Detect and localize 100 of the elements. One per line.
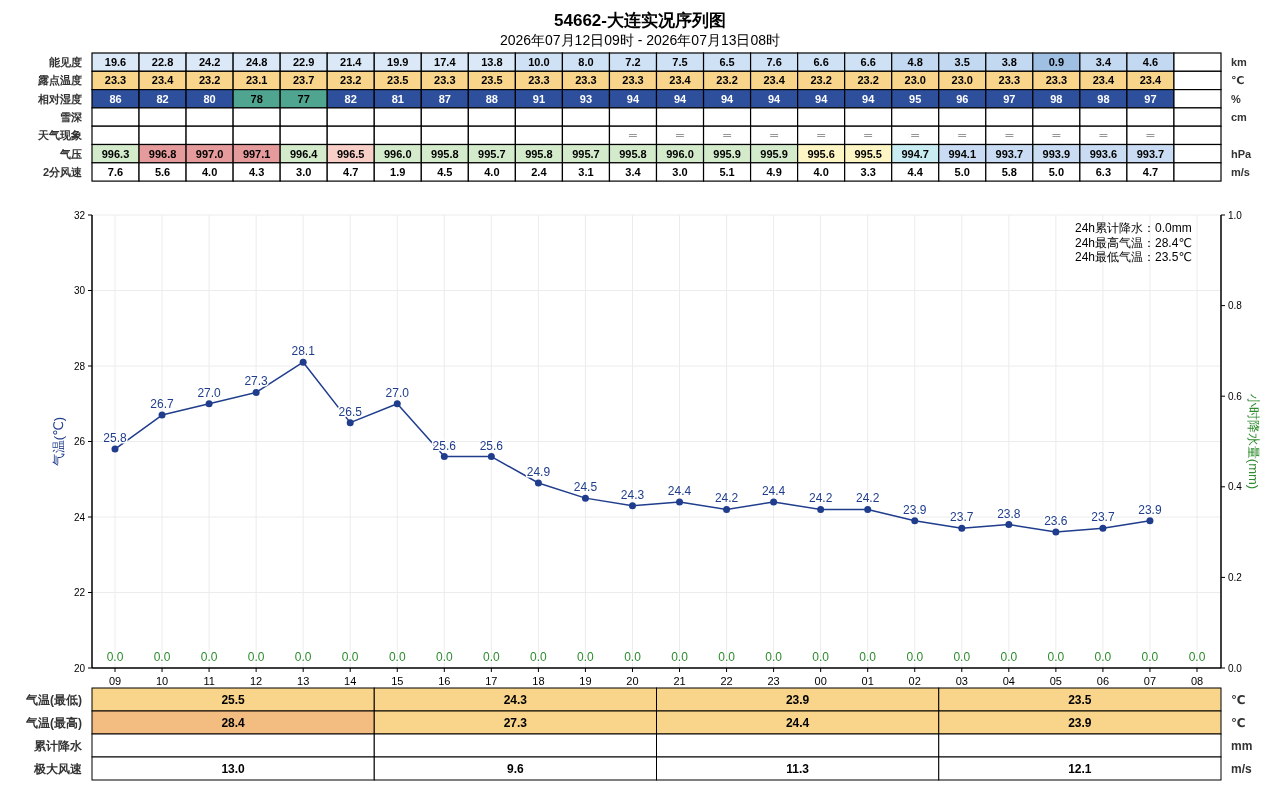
data-label: 11.3: [786, 761, 810, 776]
data-label: 4.0: [813, 165, 829, 178]
data-label: 0.0: [1188, 650, 1206, 664]
data-label: 24.2: [856, 491, 880, 506]
point: [252, 388, 260, 396]
data-label: 6.5: [719, 56, 735, 69]
data-label: 5.0: [954, 165, 970, 178]
point: [1005, 521, 1013, 529]
data-label: 996.0: [384, 147, 412, 160]
x-tick-label: 07: [1143, 675, 1157, 687]
data-label: 23.4: [151, 74, 175, 87]
data-label: 23.7: [950, 510, 974, 525]
point: [581, 494, 589, 502]
data-label: 995.8: [525, 147, 553, 160]
y-tick-label: 24: [73, 511, 86, 523]
data-label: 86: [109, 92, 122, 105]
x-tick-label: 05: [1049, 675, 1062, 687]
data-label: 0.0: [765, 650, 783, 664]
x-tick-label: 21: [673, 675, 686, 687]
data-label: 4.0: [201, 165, 218, 178]
data-label: 995.5: [854, 147, 882, 160]
point: [1146, 517, 1154, 525]
x-tick-label: 11: [203, 675, 215, 687]
y-tick-label: 22: [73, 587, 86, 598]
y-tick-label: 30: [73, 285, 86, 296]
data-label: 13.8: [481, 56, 503, 69]
data-label: 81: [391, 92, 404, 105]
data-label: 23.7: [292, 74, 315, 87]
text: ═: [958, 129, 967, 142]
data-label: 23.0: [904, 74, 926, 87]
data-label: 0.0: [1000, 650, 1018, 664]
data-label: 94: [767, 92, 782, 105]
data-label: 0.0: [153, 650, 171, 664]
point: [205, 400, 213, 408]
data-label: 93: [579, 92, 593, 105]
data-label: 0.0: [530, 650, 548, 664]
point: [723, 505, 731, 513]
data-label: 0.0: [435, 650, 453, 664]
data-label: 23.5: [481, 74, 503, 87]
data-label: 994.7: [901, 147, 929, 160]
data-label: 21.4: [340, 56, 363, 69]
data-label: 24.2: [198, 56, 221, 69]
data-label: 13.0: [221, 761, 246, 776]
data-label: 995.8: [431, 147, 459, 160]
text: ═: [770, 129, 778, 142]
data-label: 4.5: [437, 165, 453, 178]
data-label: 996.3: [101, 147, 130, 160]
data-label: 996.0: [666, 147, 694, 160]
text: ═: [723, 129, 731, 142]
point: [1099, 524, 1107, 532]
y2-tick-label: m/s: [1231, 165, 1250, 178]
y2-axis-title: 小时降水量(mm): [1245, 393, 1261, 490]
x-tick-label: 00: [814, 675, 827, 687]
data-label: 6.6: [860, 56, 876, 69]
data-label: 0.0: [718, 650, 736, 664]
data-label: 94: [720, 92, 735, 105]
data-label: 23.5: [387, 74, 409, 87]
y-tick-label: 32: [73, 209, 86, 221]
annotation: 24h最低气温：23.5℃: [1075, 250, 1192, 264]
y-tick-label: 气温(最低): [25, 692, 82, 707]
x-tick-label: 19: [579, 675, 592, 687]
data-label: 27.0: [197, 385, 222, 400]
y-tick-label: 气温(最高): [25, 715, 82, 730]
data-label: 97: [1144, 92, 1157, 105]
x-tick-label: 01: [861, 675, 874, 687]
data-label: 94: [862, 92, 876, 105]
data-label: 26.7: [150, 397, 175, 412]
y-tick-label: 26: [73, 436, 86, 447]
y2-tick-label: 0.8: [1228, 300, 1243, 312]
data-label: 4.7: [1142, 165, 1159, 178]
x-tick-label: 04: [1002, 675, 1015, 687]
y-tick-label: 极大风速: [33, 761, 83, 776]
data-label: 995.9: [760, 147, 788, 160]
y2-tick-label: km: [1231, 56, 1248, 69]
point: [440, 453, 448, 461]
point: [958, 524, 966, 532]
y-tick-label: 雪深: [60, 111, 83, 124]
data-label: 3.4: [625, 165, 642, 178]
point: [534, 479, 542, 487]
x-tick-label: 13: [297, 675, 310, 687]
x-tick-label: 06: [1096, 675, 1110, 687]
data-label: 94: [626, 92, 640, 105]
data-label: 4.6: [1142, 56, 1159, 69]
y-tick-label: 气压: [59, 147, 82, 160]
data-label: 0.0: [953, 650, 971, 664]
y2-tick-label: %: [1231, 92, 1241, 105]
data-label: 23.3: [528, 74, 550, 87]
data-label: 0.0: [388, 650, 406, 664]
data-label: 23.6: [1044, 514, 1068, 529]
y2-tick-label: ℃: [1231, 692, 1246, 707]
data-label: 3.0: [296, 165, 312, 178]
text: ═: [1052, 129, 1061, 142]
data-label: 77: [297, 92, 310, 105]
data-label: 27.3: [503, 715, 528, 730]
y-tick-label: 20: [73, 662, 86, 674]
data-label: 0.0: [624, 650, 642, 664]
y2-tick-label: cm: [1231, 111, 1248, 124]
y2-tick-label: hPa: [1231, 147, 1253, 160]
data-label: 28.1: [291, 344, 316, 359]
y-axis-title: 气温(℃): [50, 416, 66, 467]
